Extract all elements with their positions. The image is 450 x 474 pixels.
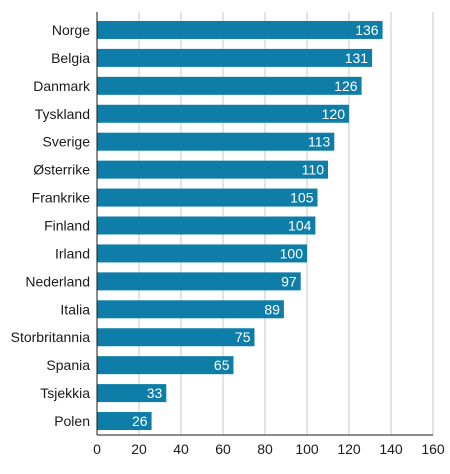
data-label: 97: [281, 273, 297, 289]
category-label: Danmark: [33, 78, 91, 94]
axes: 0 20 40 60 80 100 120 140 160 Norge Belgia Danmark T…: [11, 12, 445, 457]
x-tick-label: 100: [295, 441, 319, 457]
bar: [97, 76, 362, 95]
category-label: Nederland: [25, 273, 90, 289]
bar: [97, 216, 316, 235]
bar: [97, 356, 234, 375]
data-label: 75: [235, 329, 251, 345]
category-label: Østerrike: [33, 162, 90, 178]
data-label: 89: [264, 301, 280, 317]
data-label: 104: [288, 218, 312, 234]
category-label: Tsjekkia: [40, 385, 90, 401]
data-label: 136: [355, 22, 379, 38]
category-label: Norge: [52, 22, 90, 38]
bar: [97, 412, 152, 431]
category-label: Belgia: [51, 50, 90, 66]
bar: [97, 300, 284, 319]
category-label: Finland: [44, 218, 90, 234]
x-tick-label: 80: [257, 441, 273, 457]
category-label: Tyskland: [35, 106, 90, 122]
data-label: 110: [302, 162, 325, 178]
x-tick-label: 120: [337, 441, 361, 457]
bar: [97, 328, 255, 347]
data-label: 33: [147, 385, 163, 401]
data-label: 120: [322, 106, 346, 122]
data-label: 131: [345, 50, 369, 66]
category-label: Frankrike: [32, 190, 91, 206]
x-tick-label: 140: [379, 441, 403, 457]
x-tick-label: 0: [93, 441, 101, 457]
data-label: 105: [290, 190, 314, 206]
data-label: 65: [214, 357, 230, 373]
x-tick-label: 60: [215, 441, 231, 457]
data-label: 26: [132, 413, 148, 429]
category-label: Storbritannia: [11, 329, 91, 345]
bar: [97, 132, 335, 151]
bar: [97, 20, 383, 39]
data-label: 113: [308, 134, 331, 150]
category-label: Sverige: [43, 134, 91, 150]
bar: [97, 384, 167, 403]
x-tick-label: 40: [173, 441, 189, 457]
category-label: Spania: [46, 357, 90, 373]
bar: [97, 160, 328, 179]
bar: [97, 244, 307, 263]
category-label: Irland: [55, 245, 90, 261]
bar: [97, 104, 349, 123]
bar: [97, 188, 318, 207]
data-label: 126: [334, 78, 358, 94]
data-label: 100: [280, 245, 304, 261]
bar: [97, 48, 373, 67]
x-tick-label: 160: [421, 441, 445, 457]
category-label: Italia: [60, 301, 90, 317]
category-label: Polen: [54, 413, 90, 429]
bar: [97, 272, 301, 291]
x-tick-label: 20: [131, 441, 147, 457]
